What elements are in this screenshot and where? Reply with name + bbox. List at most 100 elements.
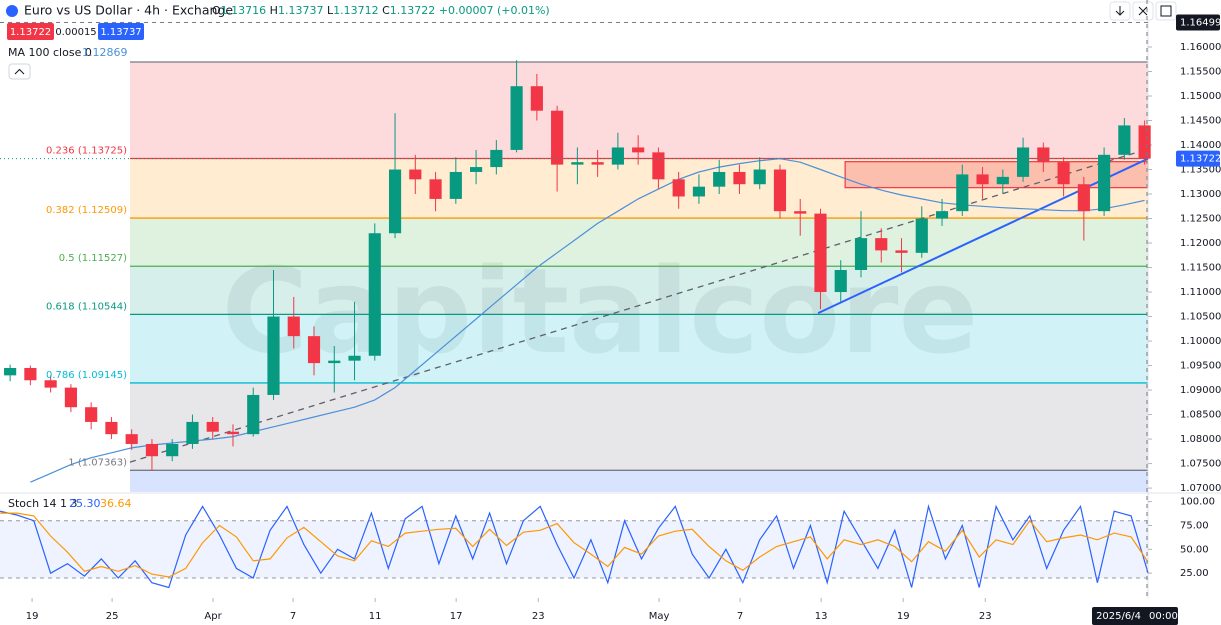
candle-body xyxy=(166,443,179,457)
spread: 0.00015 xyxy=(55,27,96,38)
candle-body xyxy=(388,169,402,234)
x-tick-label: 19 xyxy=(26,611,39,622)
candle-body xyxy=(105,421,118,435)
stoch-y-tick-label: 50.00 xyxy=(1180,544,1209,555)
x-tick-label: 7 xyxy=(290,611,296,622)
candle-body xyxy=(571,162,584,165)
fib-label: 0.236 (1.13725) xyxy=(46,145,127,156)
x-tick-label: Apr xyxy=(204,611,222,622)
y-tick-label: 1.13000 xyxy=(1180,189,1221,200)
candle-body xyxy=(652,152,665,180)
x-tick-label: May xyxy=(649,611,670,622)
x-tick-label: 11 xyxy=(369,611,382,622)
candle-body xyxy=(854,238,868,270)
fib-label: 0.5 (1.11527) xyxy=(59,253,127,264)
crosshair-y-label: 1.16499 xyxy=(1180,18,1221,29)
y-tick-label: 1.07000 xyxy=(1180,483,1221,494)
candle-body xyxy=(226,431,240,435)
y-tick-label: 1.16000 xyxy=(1180,42,1221,53)
y-tick-label: 1.08500 xyxy=(1180,410,1221,421)
y-tick-label: 1.14000 xyxy=(1180,140,1221,151)
ask-price: 1.13737 xyxy=(100,27,141,38)
candle-body xyxy=(145,443,159,457)
candle-body xyxy=(44,380,57,388)
candle-body xyxy=(348,355,361,361)
candle-body xyxy=(692,186,706,197)
candle-body xyxy=(287,316,300,337)
x-tick-label: 19 xyxy=(897,611,910,622)
fib-zone xyxy=(129,218,1148,267)
fib-label: 1 (1.07363) xyxy=(68,457,127,468)
stoch-legend-d: 36.64 xyxy=(100,497,132,510)
candle-body xyxy=(307,336,321,364)
candle-body xyxy=(591,162,604,165)
candle-body xyxy=(125,434,138,444)
trend-line xyxy=(817,157,1149,315)
fib-zone xyxy=(129,61,1148,159)
ohlc-value: 1.13722 xyxy=(390,4,436,17)
ohlc-value: 1.13716 xyxy=(221,4,267,17)
candle-body xyxy=(733,171,746,185)
candle-body xyxy=(895,250,908,253)
x-tick-label: 23 xyxy=(532,611,545,622)
crosshair-date: 2025/6/4 xyxy=(1096,611,1141,622)
y-tick-label: 1.11000 xyxy=(1180,287,1221,298)
y-tick-label: 1.13500 xyxy=(1180,165,1221,176)
main-layer xyxy=(0,0,1221,602)
scroll-icon xyxy=(1115,6,1125,16)
candle-body xyxy=(915,218,928,253)
fib-zone xyxy=(129,382,1148,471)
stoch-band xyxy=(0,520,1148,578)
x-tick-label: 13 xyxy=(815,611,828,622)
ohlc-change: +0.00007 (+0.01%) xyxy=(439,4,550,17)
candle-body xyxy=(996,176,1009,185)
candle-body xyxy=(247,394,260,435)
ohlc-key: L xyxy=(327,4,334,17)
stoch-line xyxy=(0,512,1149,578)
y-tick-label: 1.07500 xyxy=(1180,459,1221,470)
fib-zone xyxy=(129,266,1148,315)
stoch-y-tick-label: 25.00 xyxy=(1180,568,1209,579)
collapse-button[interactable] xyxy=(8,63,31,80)
y-tick-label: 1.10000 xyxy=(1180,336,1221,347)
crosshair-x-box xyxy=(1091,607,1178,625)
close-icon xyxy=(1138,6,1148,16)
candle-body xyxy=(510,86,523,150)
fib-label: 0.618 (1.10544) xyxy=(46,301,127,312)
symbol-icon xyxy=(6,5,18,17)
last-price-box xyxy=(1176,150,1220,167)
crosshair-time: 00:00 xyxy=(1149,611,1178,622)
x-tick-label: 7 xyxy=(737,611,743,622)
candle-body xyxy=(753,169,766,185)
stoch-y-tick-label: 100.00 xyxy=(1180,497,1215,508)
sell-button[interactable] xyxy=(7,23,54,40)
candle-body xyxy=(935,211,949,219)
candle-body xyxy=(186,421,199,444)
candle-body xyxy=(206,421,219,432)
stoch-y-tick-label: 75.00 xyxy=(1180,520,1209,531)
x-tick-label: 25 xyxy=(106,611,119,622)
candle-body xyxy=(267,316,280,395)
background-layer: Capitalcore xyxy=(0,61,1149,579)
x-tick-label: 17 xyxy=(450,611,463,622)
candle-body xyxy=(328,360,341,364)
ohlc-legend: O1.13716 H1.13737 L1.13712 C1.13722 +0.0… xyxy=(212,4,550,17)
y-tick-label: 1.12500 xyxy=(1180,214,1221,225)
y-tick-label: 1.15000 xyxy=(1180,91,1221,102)
candle-body xyxy=(713,171,726,187)
stoch-legend-k: 25.30 xyxy=(69,497,101,510)
maximize-button[interactable] xyxy=(1155,1,1177,21)
collapse-icon xyxy=(14,68,25,75)
candle-body xyxy=(1118,125,1131,155)
maximize-icon xyxy=(1160,5,1172,17)
y-tick-label: 1.11500 xyxy=(1180,263,1221,274)
buy-button[interactable] xyxy=(98,23,144,40)
x-tick-label: 23 xyxy=(979,611,992,622)
candle-body xyxy=(429,179,442,199)
y-tick-label: 1.14500 xyxy=(1180,116,1221,127)
y-tick-label: 1.12000 xyxy=(1180,238,1221,249)
candle-body xyxy=(1037,147,1050,163)
candle-body xyxy=(85,407,98,422)
